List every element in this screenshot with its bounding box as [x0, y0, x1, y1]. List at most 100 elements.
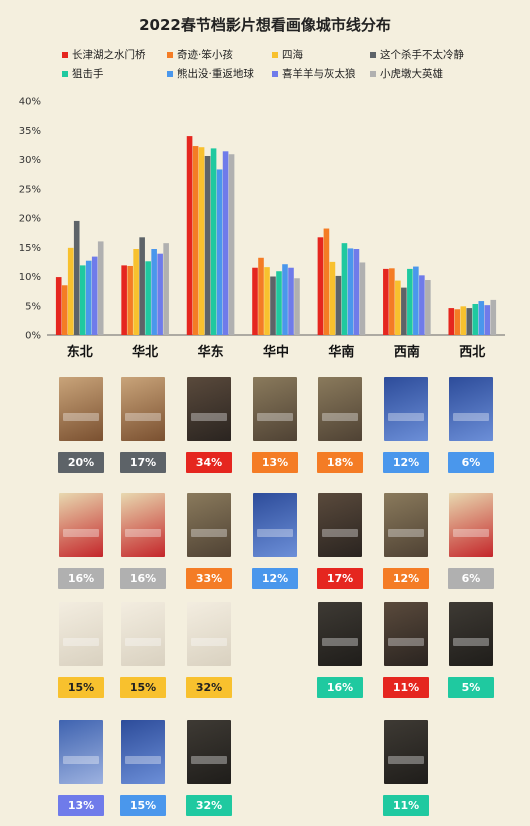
- movie-poster-image: [253, 377, 297, 441]
- region-label: 华北: [132, 344, 158, 360]
- ranking-cell: 33%: [186, 493, 232, 589]
- percent-badge: 32%: [186, 795, 232, 816]
- ranking-cell: 16%: [58, 493, 104, 589]
- bar: [210, 148, 217, 335]
- bar: [389, 268, 395, 335]
- percent-badge: 18%: [317, 452, 363, 473]
- ranking-cell: 6%: [448, 377, 494, 473]
- movie-poster-image: [187, 720, 231, 784]
- movie-poster-image: [384, 377, 428, 441]
- legend-label: 小虎墩大英雄: [380, 68, 443, 80]
- movie-poster-image: [187, 493, 231, 557]
- movie-poster-image: [318, 377, 362, 441]
- bar: [252, 267, 258, 335]
- y-tick-label: 10%: [19, 272, 41, 283]
- legend-item: 四海: [272, 47, 303, 62]
- legend-swatch: [167, 51, 173, 58]
- region-label: 西北: [459, 345, 485, 360]
- movie-poster-image: [384, 493, 428, 557]
- percent-badge: 6%: [448, 568, 494, 589]
- bar: [401, 287, 407, 335]
- movie-poster-image: [318, 602, 362, 666]
- bar: [121, 265, 127, 335]
- percent-badge: 11%: [383, 677, 429, 698]
- ranking-cell: 16%: [120, 493, 166, 589]
- movie-poster-image: [121, 602, 165, 666]
- ranking-cell: 34%: [186, 377, 232, 473]
- chart-title: 2022春节档影片想看画像城市线分布: [139, 16, 391, 34]
- y-tick-label: 15%: [19, 243, 41, 254]
- legend-label: 喜羊羊与灰太狼: [282, 68, 356, 80]
- y-tick-label: 20%: [19, 214, 41, 225]
- bar: [448, 308, 455, 335]
- legend-swatch: [370, 70, 376, 77]
- legend-item: 奇迹·笨小孩: [167, 47, 233, 62]
- bar: [490, 299, 497, 335]
- region-label: 华东: [198, 344, 224, 360]
- bar: [145, 261, 151, 335]
- bar: [157, 253, 163, 335]
- movie-poster-image: [59, 720, 103, 784]
- movie-poster-image: [384, 720, 428, 784]
- bar: [151, 249, 157, 335]
- ranking-cell: 32%: [186, 720, 232, 816]
- legend-label: 四海: [282, 49, 303, 61]
- bar-chart: 0% 5% 10% 15% 20% 25% 30% 35% 40% 东北 华北 华东 华中 华南 西南 西北: [19, 97, 505, 360]
- percent-badge: 16%: [120, 568, 166, 589]
- ranking-cell: 15%: [120, 602, 166, 698]
- movie-poster-image: [187, 377, 231, 441]
- ranking-cell: 15%: [58, 602, 104, 698]
- percent-badge: 20%: [58, 452, 104, 473]
- legend-item: 狙击手: [62, 66, 104, 81]
- bar: [222, 151, 229, 335]
- percent-badge: 12%: [383, 452, 429, 473]
- ranking-cell: 11%: [383, 720, 429, 816]
- bar: [264, 267, 270, 335]
- legend-label: 这个杀手不太冷静: [380, 49, 464, 61]
- movie-poster-image: [253, 493, 297, 557]
- bar: [425, 280, 431, 335]
- bar: [335, 275, 342, 335]
- y-tick-label: 0%: [25, 331, 41, 342]
- legend-item: 长津湖之水门桥: [62, 47, 146, 62]
- percent-badge: 16%: [58, 568, 104, 589]
- ranking-cell: 13%: [252, 377, 298, 473]
- percent-badge: 17%: [317, 568, 363, 589]
- legend-item: 熊出没·重返地球: [167, 66, 254, 81]
- legend-swatch: [62, 51, 68, 58]
- bar: [91, 256, 98, 335]
- percent-badge: 6%: [448, 452, 494, 473]
- bar: [282, 264, 288, 335]
- movie-poster-image: [449, 493, 493, 557]
- region-label: 华南: [328, 344, 354, 360]
- bar: [478, 301, 485, 335]
- percent-badge: 15%: [120, 677, 166, 698]
- ranking-cell: 16%: [317, 602, 363, 698]
- bar: [341, 243, 348, 335]
- percent-badge: 13%: [252, 452, 298, 473]
- ranking-cell: 17%: [317, 493, 363, 589]
- bar: [383, 268, 389, 335]
- bar: [460, 306, 467, 335]
- bar: [85, 260, 92, 335]
- bar: [419, 275, 425, 335]
- movie-poster-image: [121, 377, 165, 441]
- ranking-cell: 17%: [120, 377, 166, 473]
- bar: [395, 280, 401, 335]
- percent-badge: 17%: [120, 452, 166, 473]
- bar: [323, 228, 330, 335]
- percent-badge: 15%: [120, 795, 166, 816]
- legend-item: 小虎墩大英雄: [370, 66, 443, 81]
- ranking-cell: 5%: [448, 602, 494, 698]
- movie-poster-image: [318, 493, 362, 557]
- bar: [347, 248, 354, 335]
- bar: [192, 146, 199, 335]
- ranking-cell: 18%: [317, 377, 363, 473]
- bar: [258, 257, 264, 335]
- bar: [139, 237, 145, 335]
- ranking-cell: 20%: [58, 377, 104, 473]
- bar: [454, 309, 461, 335]
- bar: [317, 237, 324, 335]
- bar: [228, 154, 235, 335]
